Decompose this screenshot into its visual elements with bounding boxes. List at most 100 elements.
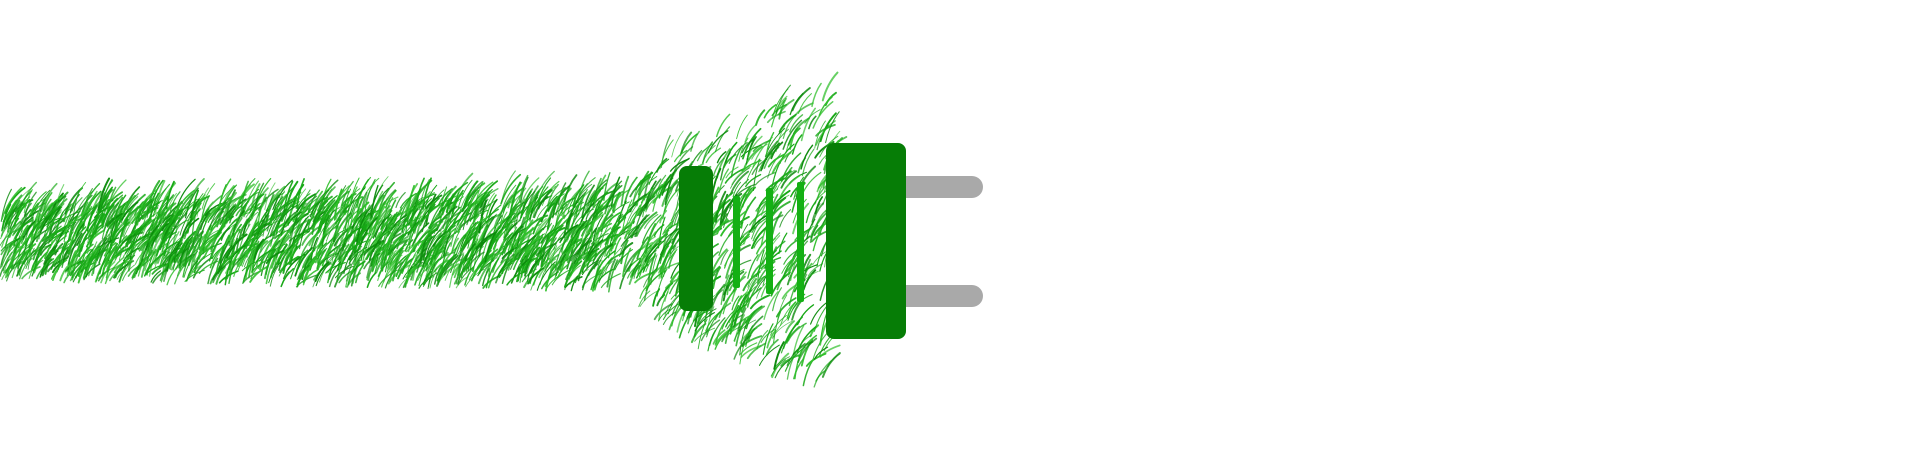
grass-blade bbox=[412, 234, 428, 268]
grass-blade bbox=[375, 251, 392, 274]
grass-blade bbox=[87, 213, 102, 244]
grass-blade bbox=[637, 248, 652, 275]
grass-blade bbox=[563, 201, 584, 220]
grass-blade bbox=[140, 201, 161, 219]
grass-blade bbox=[150, 222, 169, 249]
grass-blade bbox=[26, 230, 40, 264]
grass-blade bbox=[237, 246, 255, 272]
grass-blade bbox=[151, 196, 170, 230]
grass-blade bbox=[0, 246, 9, 269]
grass-blade bbox=[574, 189, 592, 212]
grass-blade bbox=[124, 236, 142, 267]
grass-blade bbox=[467, 187, 480, 209]
grass-blade bbox=[17, 224, 29, 249]
grass-blade bbox=[776, 169, 796, 190]
grass-blade bbox=[813, 346, 829, 360]
grass-blade bbox=[256, 207, 271, 233]
grass-blade bbox=[103, 242, 117, 257]
grass-blade bbox=[540, 245, 554, 267]
grass-blade bbox=[105, 251, 117, 281]
grass-blade bbox=[147, 218, 156, 238]
grass-blade bbox=[162, 234, 177, 259]
grass-blade bbox=[724, 324, 733, 345]
grass-blade bbox=[497, 233, 510, 256]
grass-blade bbox=[441, 186, 463, 216]
grass-blade bbox=[251, 257, 272, 274]
grass-blade bbox=[762, 323, 774, 355]
grass-blade bbox=[645, 255, 656, 272]
grass-blade bbox=[111, 220, 126, 246]
grass-blade bbox=[810, 301, 828, 325]
grass-blade bbox=[385, 233, 394, 261]
grass-blade bbox=[97, 177, 111, 211]
grass-blade bbox=[343, 208, 353, 235]
grass-blade bbox=[331, 203, 351, 222]
grass-blade bbox=[780, 354, 800, 367]
grass-blade bbox=[690, 130, 700, 152]
grass-blade bbox=[134, 246, 150, 265]
grass-blade bbox=[588, 211, 604, 233]
grass-blade bbox=[620, 175, 630, 207]
grass-blade bbox=[267, 212, 282, 236]
grass-blade bbox=[706, 308, 724, 338]
grass-blade bbox=[500, 184, 517, 215]
grass-blade bbox=[28, 260, 39, 279]
grass-blade bbox=[169, 205, 190, 226]
grass-blade bbox=[751, 217, 768, 233]
grass-blade bbox=[478, 188, 499, 206]
grass-blade bbox=[613, 237, 622, 255]
grass-blade bbox=[118, 193, 139, 226]
grass-blade bbox=[770, 359, 787, 377]
grass-blade bbox=[659, 245, 670, 265]
grass-blade bbox=[507, 232, 527, 251]
grass-blade bbox=[735, 183, 756, 197]
grass-blade bbox=[399, 194, 415, 216]
grass-blade bbox=[492, 241, 512, 273]
grass-blade bbox=[816, 209, 827, 226]
grass-blade bbox=[522, 235, 541, 260]
grass-blade bbox=[655, 174, 667, 197]
grass-blade bbox=[217, 245, 233, 272]
grass-blade bbox=[306, 208, 317, 234]
grass-blade bbox=[384, 189, 397, 209]
grass-blade bbox=[520, 190, 532, 219]
grass-blade bbox=[554, 203, 568, 229]
grass-blade bbox=[272, 179, 293, 211]
grass-blade bbox=[415, 177, 425, 208]
grass-blade bbox=[219, 204, 237, 226]
grass-blade bbox=[181, 245, 195, 266]
grass-blade bbox=[426, 197, 440, 219]
grass-blade bbox=[363, 239, 385, 256]
grass-blade bbox=[298, 203, 311, 220]
grass-blade bbox=[565, 262, 578, 281]
grass-blade bbox=[731, 165, 752, 186]
grass-blade bbox=[804, 109, 821, 124]
grass-blade bbox=[772, 287, 782, 312]
grass-blade bbox=[359, 209, 367, 226]
grass-blade bbox=[801, 148, 815, 177]
grass-blade bbox=[642, 254, 656, 274]
grass-blade bbox=[725, 166, 739, 179]
grass-blade bbox=[63, 221, 73, 235]
grass-blade bbox=[121, 201, 139, 221]
grass-blade bbox=[2, 251, 13, 272]
grass-blade bbox=[525, 245, 547, 266]
grass-blade bbox=[23, 189, 33, 214]
grass-blade bbox=[501, 219, 519, 231]
grass-blade bbox=[106, 186, 117, 216]
grass-blade bbox=[144, 225, 159, 251]
grass-blade bbox=[439, 211, 461, 232]
grass-blade bbox=[319, 252, 339, 265]
grass-blade bbox=[242, 204, 260, 216]
grass-blade bbox=[342, 188, 352, 214]
grass-blade bbox=[785, 127, 799, 154]
grass-blade bbox=[207, 257, 219, 285]
grass-blade bbox=[179, 233, 195, 263]
grass-blade bbox=[374, 190, 384, 213]
grass-blade bbox=[257, 193, 267, 227]
grass-blade bbox=[484, 194, 497, 224]
grass-blade bbox=[9, 244, 30, 261]
grass-blade bbox=[140, 249, 154, 278]
grass-blade bbox=[775, 84, 791, 115]
grass-blade bbox=[593, 174, 607, 208]
